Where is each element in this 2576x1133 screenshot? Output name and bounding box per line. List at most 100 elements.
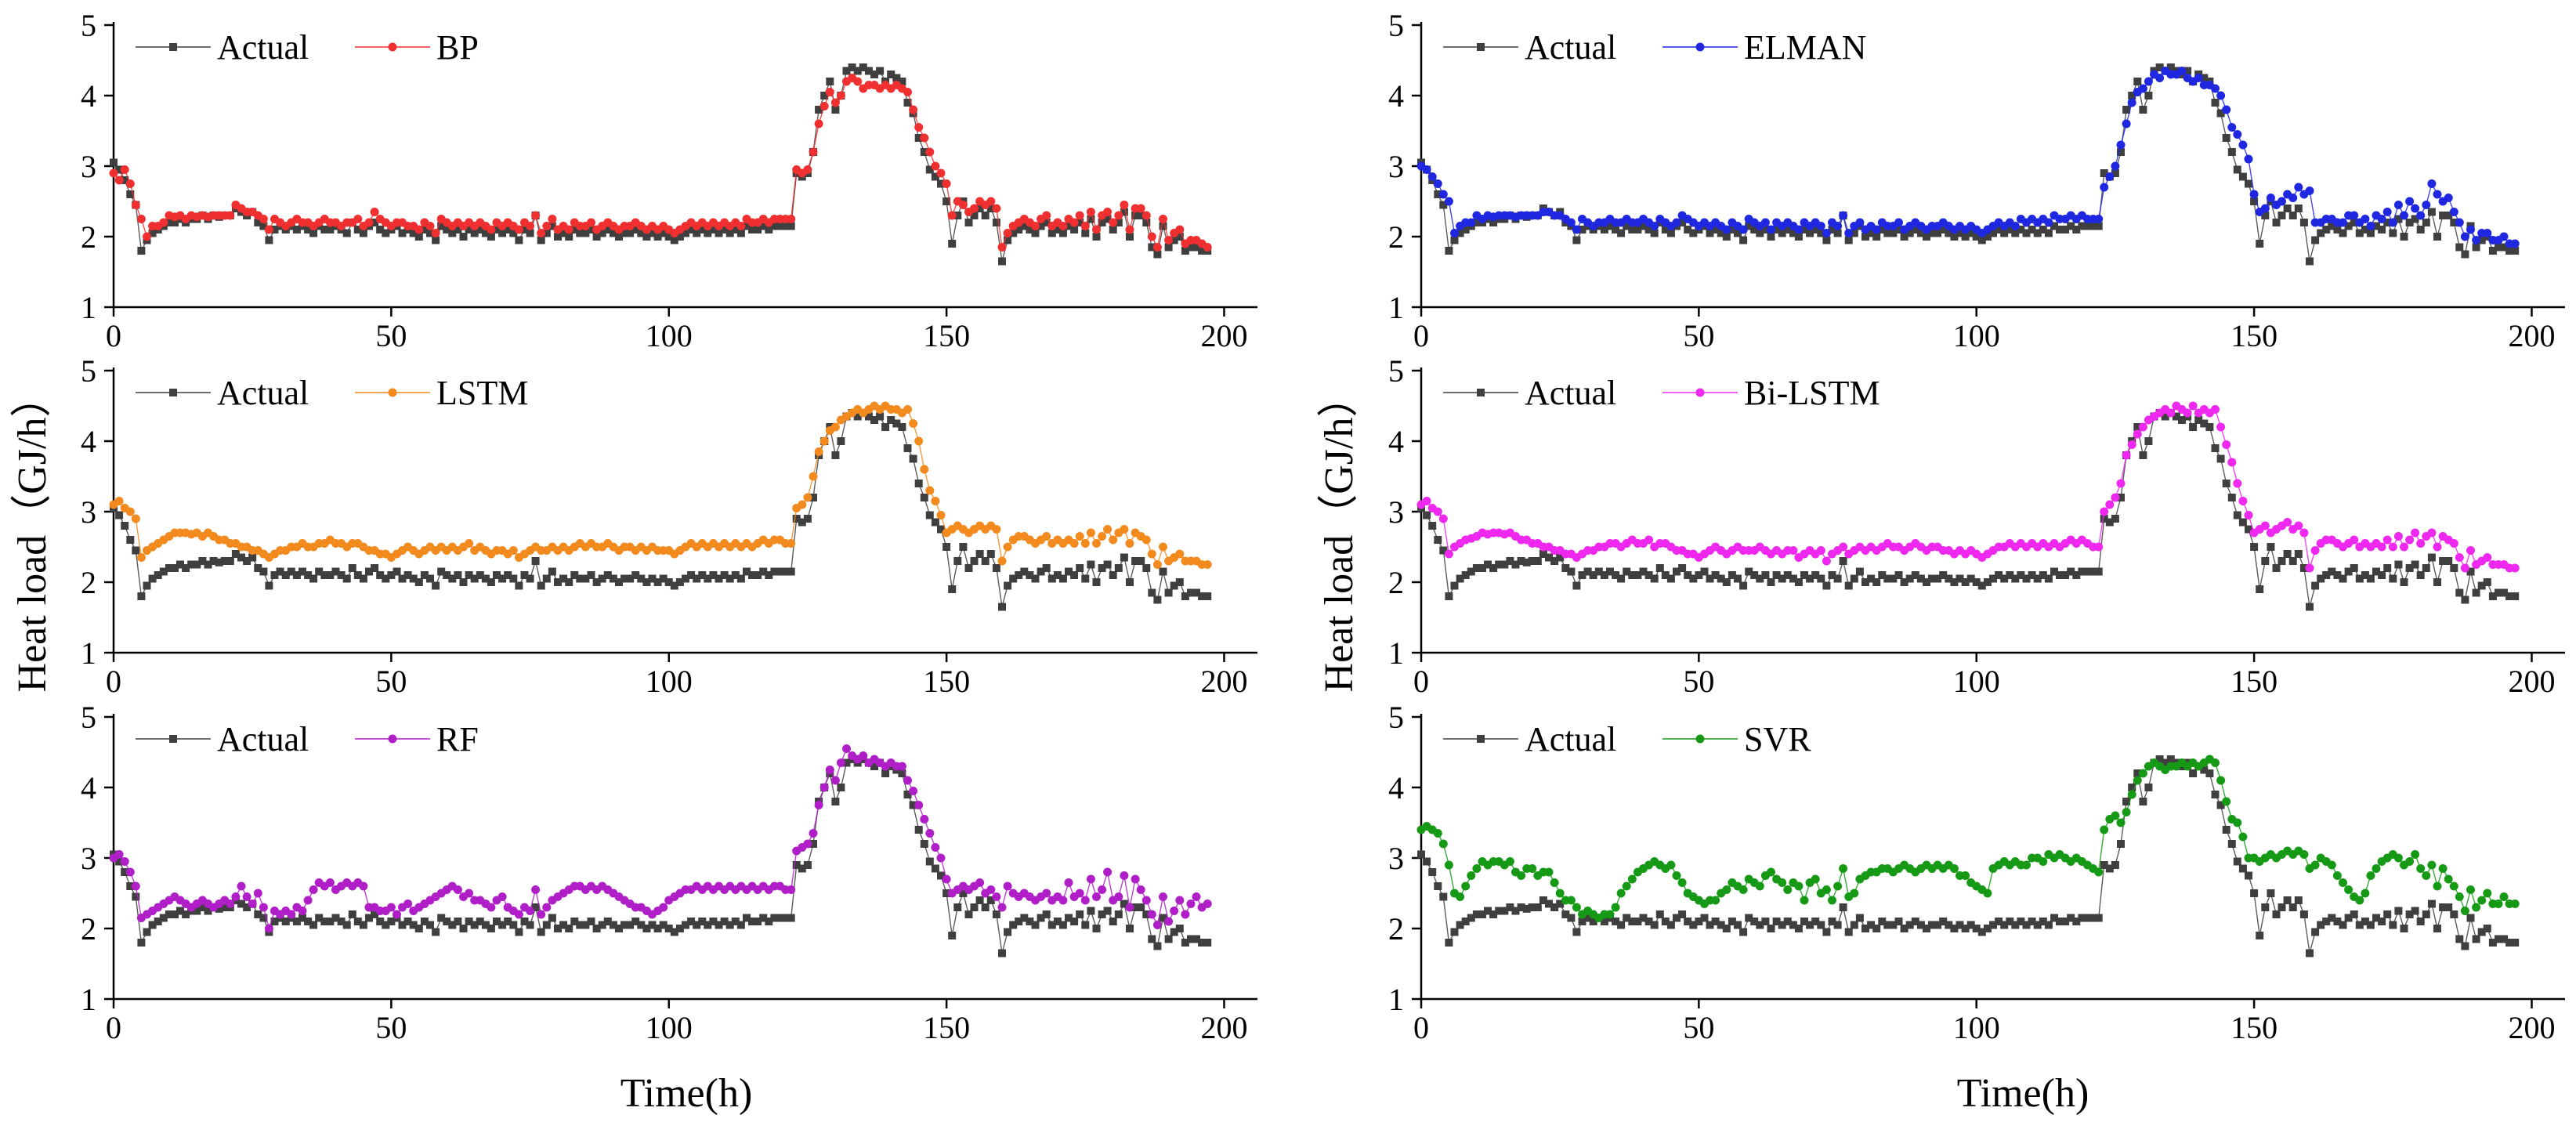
data-point bbox=[953, 557, 962, 565]
data-point bbox=[2405, 857, 2415, 866]
data-point bbox=[1806, 921, 1814, 929]
data-point bbox=[920, 133, 929, 143]
data-point bbox=[637, 921, 646, 929]
data-point bbox=[2299, 528, 2309, 538]
data-point bbox=[1850, 921, 1858, 929]
legend-label: Actual bbox=[1525, 28, 1616, 67]
data-point bbox=[531, 885, 541, 894]
data-point bbox=[2450, 910, 2458, 918]
data-point bbox=[2028, 226, 2036, 233]
data-point bbox=[248, 553, 257, 562]
data-point bbox=[2044, 921, 2053, 929]
data-point bbox=[2233, 511, 2241, 519]
data-point bbox=[2000, 229, 2009, 237]
data-point bbox=[2205, 423, 2214, 431]
data-point bbox=[2011, 921, 2020, 929]
data-point bbox=[1894, 218, 1903, 227]
data-point bbox=[2278, 903, 2286, 911]
data-point bbox=[581, 921, 590, 929]
data-point bbox=[670, 928, 678, 936]
data-point bbox=[1611, 903, 1620, 912]
data-point bbox=[132, 892, 140, 901]
data-point bbox=[1103, 525, 1113, 534]
data-point bbox=[276, 567, 284, 576]
data-point bbox=[1594, 567, 1603, 576]
data-point bbox=[1159, 542, 1167, 552]
data-point bbox=[1945, 574, 1953, 583]
data-point bbox=[1467, 218, 1476, 227]
data-point bbox=[1966, 229, 1975, 237]
data-point bbox=[425, 222, 435, 230]
data-point bbox=[2427, 900, 2436, 908]
data-point bbox=[2017, 226, 2025, 233]
data-point bbox=[803, 861, 812, 869]
data-point bbox=[914, 801, 924, 809]
data-point bbox=[2510, 239, 2520, 248]
data-point bbox=[1828, 918, 1836, 925]
data-point bbox=[414, 925, 423, 932]
data-point bbox=[664, 925, 673, 932]
data-point bbox=[115, 857, 124, 866]
data-point bbox=[1137, 212, 1145, 219]
data-point bbox=[693, 229, 701, 237]
data-point bbox=[1126, 578, 1134, 586]
legend-label: Actual bbox=[217, 374, 309, 412]
data-point bbox=[2222, 797, 2231, 806]
data-point bbox=[720, 918, 729, 925]
data-point bbox=[925, 829, 935, 838]
data-point bbox=[2411, 907, 2419, 915]
data-point bbox=[1203, 939, 1212, 947]
data-point bbox=[992, 525, 1001, 534]
data-point bbox=[1606, 222, 1614, 230]
data-point bbox=[1152, 243, 1162, 252]
data-point bbox=[1644, 226, 1653, 233]
data-point bbox=[2299, 564, 2308, 572]
data-point bbox=[986, 197, 996, 206]
y-tick-label: 1 bbox=[81, 635, 96, 671]
data-point bbox=[1528, 903, 1536, 911]
x-tick-label: 0 bbox=[1413, 318, 1429, 353]
data-point bbox=[2350, 564, 2358, 572]
data-point bbox=[2122, 798, 2131, 805]
data-point bbox=[2449, 208, 2458, 216]
data-point bbox=[1517, 871, 1526, 880]
data-point bbox=[493, 918, 501, 925]
data-point bbox=[259, 914, 268, 922]
data-point bbox=[1678, 910, 1687, 918]
data-point bbox=[2211, 791, 2220, 798]
data-point bbox=[2344, 914, 2353, 922]
data-point bbox=[776, 914, 784, 922]
data-point bbox=[2155, 74, 2165, 82]
data-point bbox=[326, 226, 335, 233]
data-point bbox=[592, 578, 601, 586]
data-point bbox=[287, 910, 296, 919]
data-point bbox=[2405, 219, 2414, 226]
data-point bbox=[2472, 903, 2481, 912]
data-point bbox=[1972, 925, 1981, 932]
data-point bbox=[226, 557, 234, 565]
data-point bbox=[1817, 921, 1825, 929]
data-point bbox=[1855, 567, 1864, 576]
data-point bbox=[1811, 874, 1820, 884]
data-point bbox=[136, 553, 146, 562]
data-point bbox=[1159, 215, 1167, 223]
data-point bbox=[2405, 910, 2414, 918]
data-point bbox=[542, 903, 552, 912]
y-tick-label: 1 bbox=[1388, 290, 1404, 325]
data-point bbox=[637, 574, 646, 583]
data-point bbox=[1064, 878, 1073, 887]
data-point bbox=[2306, 949, 2314, 957]
data-point bbox=[2438, 864, 2448, 873]
data-point bbox=[520, 571, 529, 579]
data-point bbox=[698, 226, 707, 233]
data-point bbox=[964, 564, 973, 572]
data-point bbox=[2400, 233, 2408, 241]
data-point bbox=[1086, 528, 1095, 538]
data-point bbox=[1867, 229, 1876, 237]
data-point bbox=[426, 574, 434, 583]
data-point bbox=[864, 412, 873, 421]
data-point bbox=[903, 444, 912, 452]
data-point bbox=[2133, 776, 2142, 785]
data-point bbox=[736, 229, 745, 237]
x-tick-label: 200 bbox=[1200, 664, 1247, 699]
